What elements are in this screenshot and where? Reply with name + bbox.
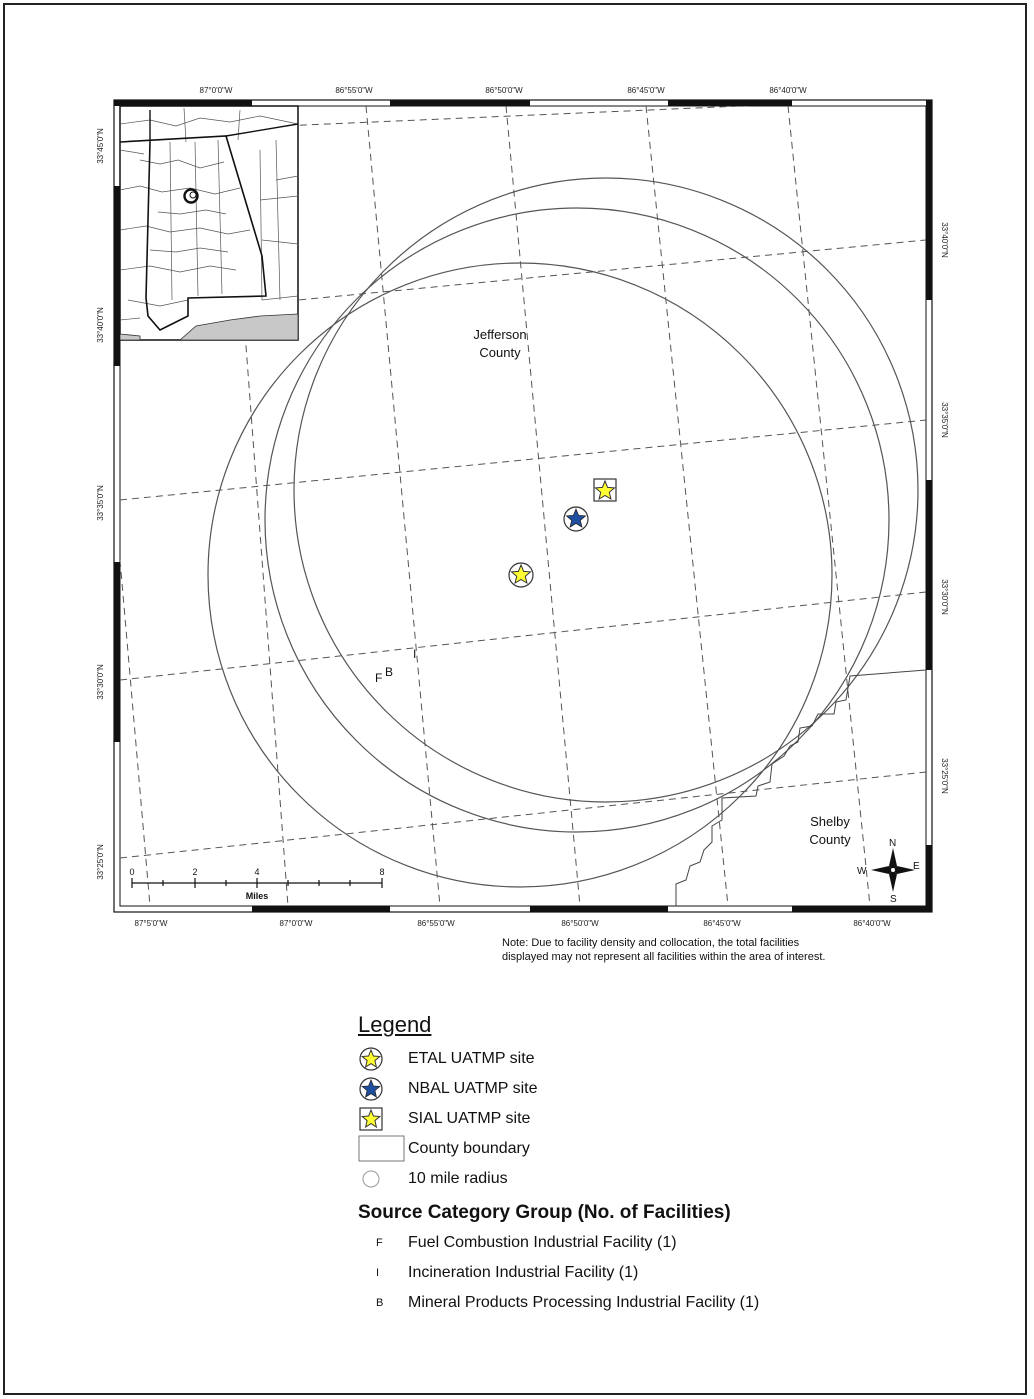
source-label-fuel: Fuel Combustion Industrial Facility (1) (408, 1234, 677, 1251)
page-frame (3, 3, 1027, 1395)
compass-rose-icon (871, 848, 915, 892)
inset-map (119, 105, 299, 341)
tick-bottom-0: 87°5'0"W (135, 919, 168, 928)
source-label-incineration: Incineration Industrial Facility (1) (408, 1264, 639, 1281)
tick-bottom-1: 87°0'0"W (280, 919, 313, 928)
map: Jefferson County Shelby County F B I 0 2… (96, 86, 949, 928)
legend-item-sial: SIAL UATMP site (358, 1104, 998, 1134)
source-label-mineral: Mineral Products Processing Industrial F… (408, 1294, 760, 1311)
nbal-site-marker (563, 506, 589, 532)
tick-left-0: 33°45'0"N (96, 128, 105, 164)
tick-bottom-2: 86°55'0"W (417, 919, 455, 928)
radius-circle-sial (293, 177, 919, 803)
legend-item-radius: 10 mile radius (358, 1164, 998, 1194)
scale-bar (131, 878, 383, 888)
legend-label-county-boundary: County boundary (408, 1140, 530, 1157)
jefferson-county-label-line2: County (479, 345, 521, 360)
source-code-i: I (376, 1267, 380, 1279)
map-note-line1: Note: Due to facility density and colloc… (502, 937, 800, 949)
scale-label-4: 4 (254, 867, 259, 877)
yellow-star-circle-icon (358, 1044, 408, 1074)
sial-site-marker (593, 478, 617, 502)
radius-circle-nbal (264, 207, 890, 833)
tick-top-1: 86°55'0"W (335, 86, 373, 95)
tick-right-3: 33°25'0"N (940, 758, 949, 794)
tick-right-2: 33°30'0"N (940, 579, 949, 615)
legend-item-etal: ETAL UATMP site (358, 1044, 998, 1074)
facility-marker-i: I (413, 647, 416, 661)
legend-label-radius: 10 mile radius (408, 1170, 508, 1187)
scale-unit-label: Miles (246, 891, 269, 901)
tick-bottom-5: 86°40'0"W (853, 919, 891, 928)
legend-label-sial: SIAL UATMP site (408, 1110, 531, 1127)
graticule (120, 106, 926, 906)
legend-source-incineration: I Incineration Industrial Facility (1) (358, 1258, 998, 1288)
tick-bottom-3: 86°50'0"W (561, 919, 599, 928)
compass-e-label: E (913, 861, 920, 872)
tick-top-2: 86°50'0"W (485, 86, 523, 95)
tick-bottom-4: 86°45'0"W (703, 919, 741, 928)
source-code-f: F (376, 1237, 383, 1249)
scale-label-8: 8 (379, 867, 384, 877)
tick-right-1: 33°35'0"N (940, 402, 949, 438)
facility-marker-f: F (375, 671, 382, 685)
shelby-county-label-line2: County (809, 832, 851, 847)
legend-item-nbal: NBAL UATMP site (358, 1074, 998, 1104)
legend-label-nbal: NBAL UATMP site (408, 1080, 538, 1097)
legend-source-fuel: F Fuel Combustion Industrial Facility (1… (358, 1228, 998, 1258)
jefferson-county-label: Jefferson (473, 327, 526, 342)
tick-left-2: 33°35'0"N (96, 485, 105, 521)
etal-site-marker (508, 562, 534, 588)
yellow-star-square-icon (358, 1104, 408, 1134)
scale-label-2: 2 (192, 867, 197, 877)
scale-label-0: 0 (129, 867, 134, 877)
tick-left-1: 33°40'0"N (96, 307, 105, 343)
compass-n-label: N (889, 838, 896, 849)
map-note: Note: Due to facility density and colloc… (502, 936, 825, 964)
radius-circle-icon (358, 1164, 408, 1194)
source-code-b: B (376, 1297, 384, 1309)
county-boundary-box-icon (358, 1134, 408, 1164)
radius-circle-etal (207, 262, 833, 888)
map-note-line2: displayed may not represent all faciliti… (502, 951, 826, 963)
blue-star-circle-icon (358, 1074, 408, 1104)
tick-top-4: 86°40'0"W (769, 86, 807, 95)
legend-item-county-boundary: County boundary (358, 1134, 998, 1164)
compass-s-label: S (890, 894, 897, 905)
source-category-title: Source Category Group (No. of Facilities… (358, 1202, 731, 1223)
county-boundary-line (675, 669, 926, 906)
tick-top-0: 87°0'0"W (200, 86, 233, 95)
legend-label-etal: ETAL UATMP site (408, 1050, 535, 1067)
tick-right-0: 33°40'0"N (940, 222, 949, 258)
legend-title: Legend (358, 1012, 432, 1037)
facility-marker-b: B (385, 665, 393, 679)
legend: Legend ETAL UATMP site NBAL UATMP site S… (358, 1012, 998, 1318)
compass-w-label: W (857, 866, 867, 877)
tick-left-4: 33°25'0"N (96, 844, 105, 880)
shelby-county-label: Shelby (810, 814, 850, 829)
tick-left-3: 33°30'0"N (96, 664, 105, 700)
legend-source-mineral: B Mineral Products Processing Industrial… (358, 1288, 998, 1318)
radius-circles (207, 177, 919, 888)
tick-top-3: 86°45'0"W (627, 86, 665, 95)
